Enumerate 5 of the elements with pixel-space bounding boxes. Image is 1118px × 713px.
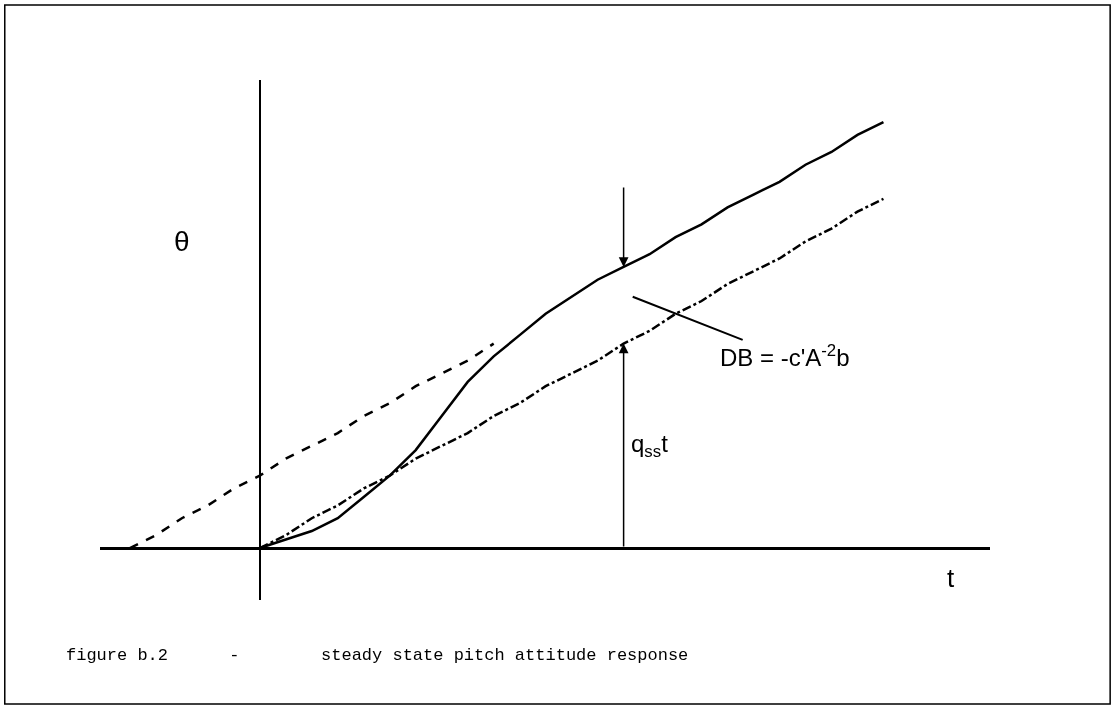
y-axis-title: θ	[174, 226, 190, 257]
annotation: DB = -c'A$^{-2}$b	[720, 341, 850, 372]
annotation: q$_{ss}$t	[631, 430, 669, 462]
text: figure b.2 - steady state pitch attitude response	[66, 646, 689, 665]
x-axis-title: t	[947, 563, 955, 593]
